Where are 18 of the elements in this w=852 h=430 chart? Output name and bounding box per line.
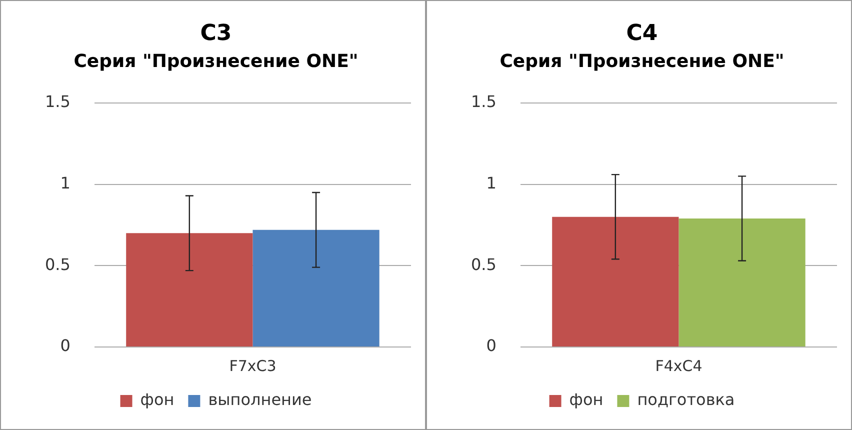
y-tick-label: 1 bbox=[486, 173, 496, 192]
chart-subtitle: Серия "Произнесение ONE" bbox=[500, 50, 784, 72]
y-tick-label: 1 bbox=[60, 173, 70, 192]
y-tick-label: 0 bbox=[60, 336, 70, 356]
legend-label: фон bbox=[569, 390, 604, 410]
chart-subtitle: Серия "Произнесение ONE" bbox=[74, 50, 358, 72]
y-tick-label: 1.5 bbox=[44, 92, 70, 112]
x-tick-label: F7xC3 bbox=[229, 356, 276, 375]
y-tick-label: 0.5 bbox=[470, 254, 496, 274]
chart-title: C4 bbox=[626, 20, 658, 46]
x-tick-label: F4xC4 bbox=[655, 356, 702, 375]
legend-label: выполнение bbox=[208, 390, 312, 410]
legend-label: фон bbox=[140, 390, 174, 410]
y-tick-label: 1.5 bbox=[470, 92, 496, 112]
legend-label: подготовка bbox=[637, 390, 735, 410]
chart-title: C3 bbox=[200, 20, 232, 46]
y-tick-label: 0.5 bbox=[44, 254, 70, 274]
y-tick-label: 0 bbox=[486, 336, 496, 356]
